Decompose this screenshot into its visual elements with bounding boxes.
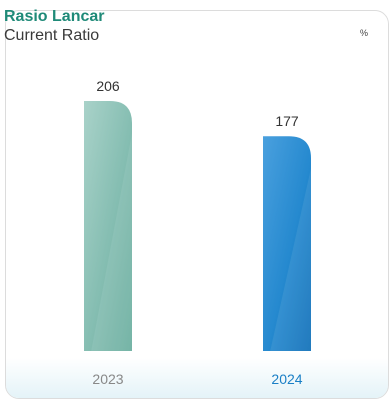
bar-highlight-2024 <box>270 168 311 351</box>
unit-label: % <box>360 28 369 38</box>
bar-2023 <box>84 100 132 351</box>
value-label-2023: 206 <box>96 78 120 94</box>
category-label-2023: 2023 <box>92 371 123 387</box>
bar-2024 <box>263 136 311 351</box>
bar-highlight-2023 <box>91 132 132 351</box>
chart-subtitle: Current Ratio <box>4 27 100 44</box>
category-label-2024: 2024 <box>271 371 302 387</box>
value-label-2024: 177 <box>275 113 299 129</box>
chart-card <box>5 10 389 399</box>
chart-title: Rasio Lancar <box>4 8 105 25</box>
card-bottom-tint <box>6 358 388 398</box>
